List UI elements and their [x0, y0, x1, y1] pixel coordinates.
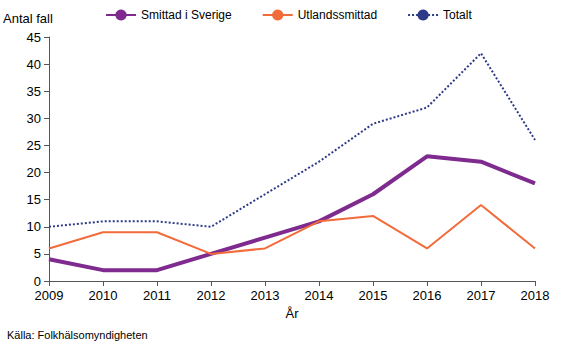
svg-text:2015: 2015 [359, 288, 388, 303]
svg-text:5: 5 [34, 246, 41, 261]
svg-text:Antal fall: Antal fall [3, 11, 53, 26]
svg-text:Källa: Folkhälsomyndigheten: Källa: Folkhälsomyndigheten [7, 329, 148, 341]
svg-text:10: 10 [27, 219, 41, 234]
svg-text:Smittad i Sverige: Smittad i Sverige [141, 8, 232, 22]
svg-text:År: År [286, 306, 300, 321]
svg-text:2009: 2009 [35, 288, 64, 303]
svg-text:25: 25 [27, 138, 41, 153]
svg-text:45: 45 [27, 30, 41, 45]
svg-text:2018: 2018 [521, 288, 550, 303]
svg-text:2017: 2017 [467, 288, 496, 303]
svg-text:2010: 2010 [89, 288, 118, 303]
svg-text:2016: 2016 [413, 288, 442, 303]
svg-text:2013: 2013 [251, 288, 280, 303]
svg-text:Utlandssmittad: Utlandssmittad [298, 8, 377, 22]
svg-text:2011: 2011 [143, 288, 171, 303]
svg-text:30: 30 [27, 111, 41, 126]
svg-text:20: 20 [27, 165, 41, 180]
svg-text:35: 35 [27, 84, 41, 99]
svg-text:2014: 2014 [305, 288, 334, 303]
svg-text:15: 15 [27, 192, 41, 207]
svg-text:Totalt: Totalt [443, 8, 472, 22]
svg-text:40: 40 [27, 57, 41, 72]
svg-text:2012: 2012 [197, 288, 226, 303]
svg-text:0: 0 [34, 274, 41, 289]
